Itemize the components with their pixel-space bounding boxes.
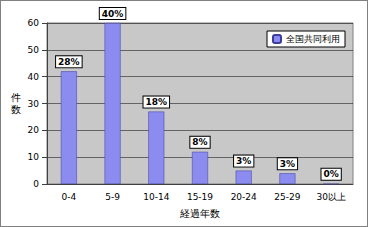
svg-text:0%: 0%	[324, 169, 339, 179]
svg-text:数: 数	[11, 104, 21, 115]
svg-text:28%: 28%	[58, 57, 80, 67]
svg-text:5-9: 5-9	[105, 192, 120, 202]
svg-text:10: 10	[28, 152, 40, 162]
svg-text:0: 0	[33, 179, 39, 189]
svg-text:10-14: 10-14	[143, 192, 169, 202]
svg-text:3%: 3%	[236, 156, 251, 166]
svg-text:30以上: 30以上	[316, 192, 345, 202]
svg-text:18%: 18%	[146, 97, 168, 107]
svg-text:40: 40	[28, 72, 40, 82]
svg-text:40%: 40%	[102, 9, 124, 19]
svg-text:50: 50	[28, 45, 40, 55]
svg-text:経過年数: 経過年数	[179, 208, 220, 219]
svg-text:15-19: 15-19	[187, 192, 213, 202]
svg-text:20-24: 20-24	[231, 192, 257, 202]
svg-text:20: 20	[28, 125, 40, 135]
svg-text:全国共同利用: 全国共同利用	[286, 34, 340, 44]
svg-text:60: 60	[28, 18, 40, 28]
svg-text:3%: 3%	[280, 159, 295, 169]
svg-text:8%: 8%	[192, 137, 207, 147]
svg-text:30: 30	[28, 99, 40, 109]
svg-text:件: 件	[11, 92, 21, 103]
svg-text:25-29: 25-29	[274, 192, 300, 202]
svg-text:0-4: 0-4	[62, 192, 77, 202]
